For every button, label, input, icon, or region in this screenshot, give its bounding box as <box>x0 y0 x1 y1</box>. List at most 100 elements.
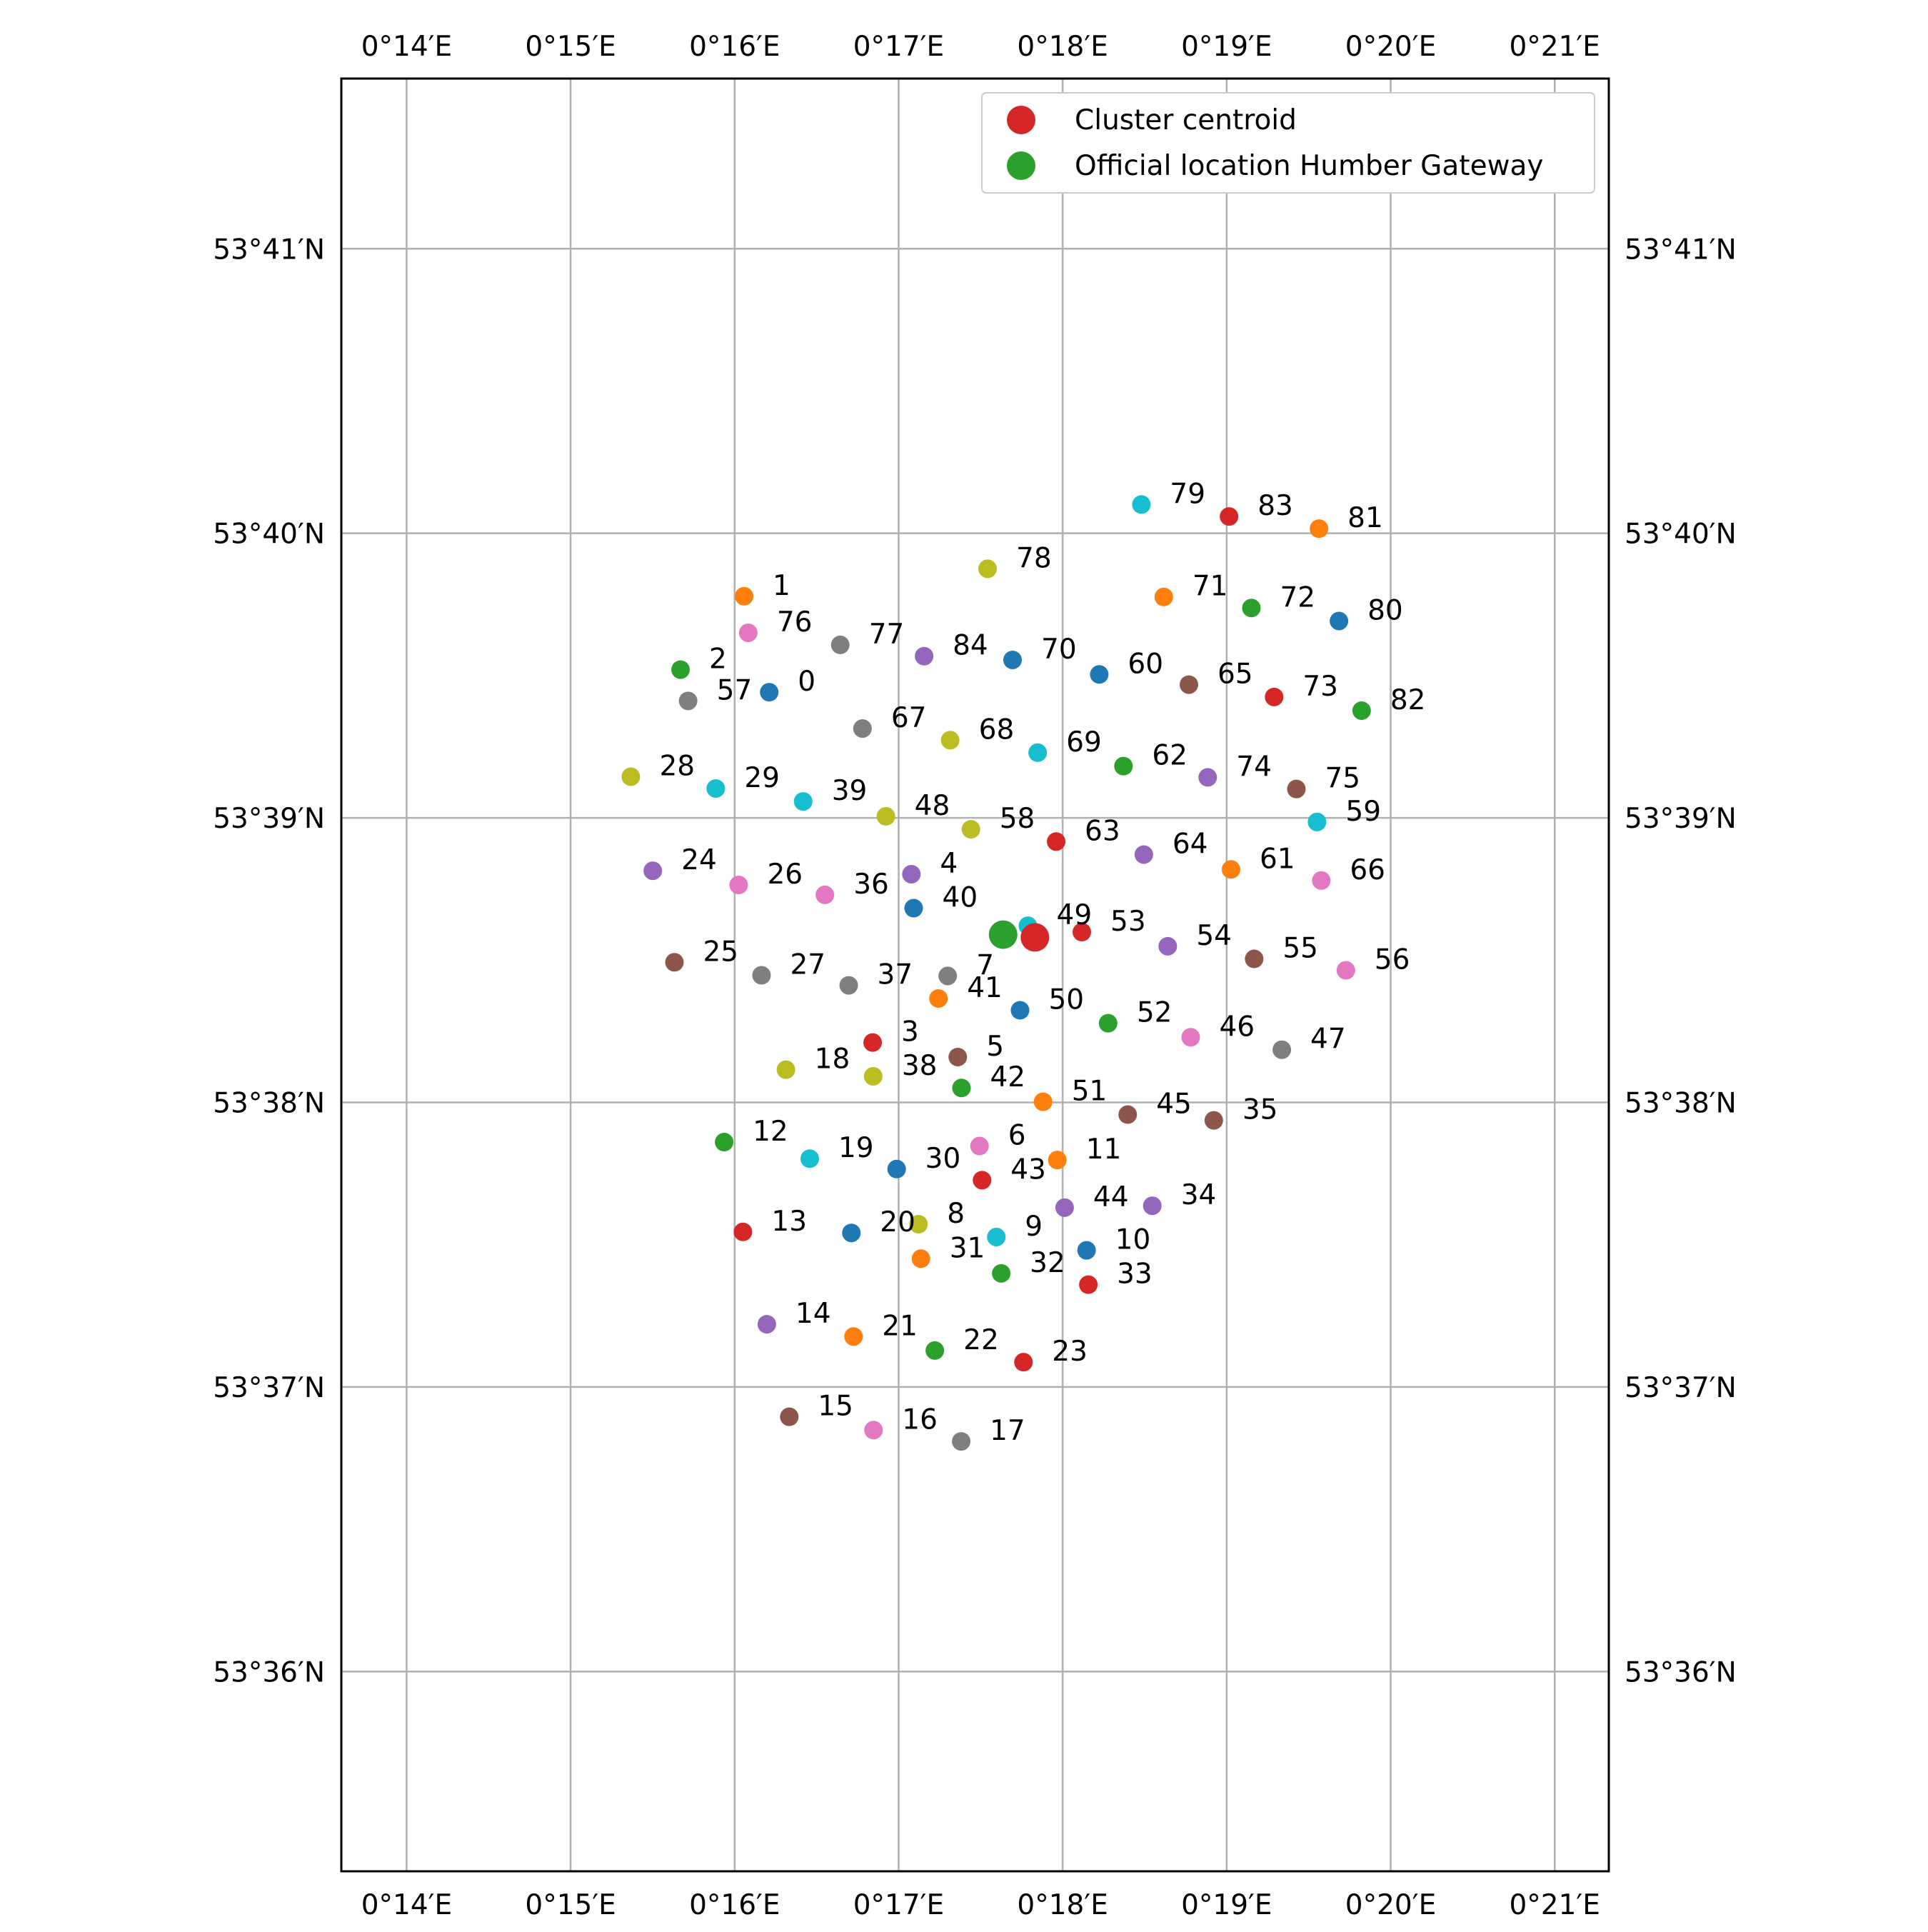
point-label: 7 <box>976 949 994 981</box>
point-label: 48 <box>915 790 950 822</box>
legend-centroid-label: Cluster centroid <box>1075 104 1297 136</box>
data-point <box>678 691 698 711</box>
special-markers <box>988 920 1050 952</box>
data-point <box>1134 845 1153 864</box>
data-point <box>952 1432 971 1451</box>
point-label: 73 <box>1302 671 1338 703</box>
point-label: 81 <box>1347 502 1383 534</box>
data-point <box>1307 812 1327 831</box>
data-point <box>970 1136 989 1156</box>
point-label: 12 <box>753 1116 788 1148</box>
y-tick-label-left: 53°36′N <box>213 1656 325 1688</box>
data-point <box>1330 611 1349 631</box>
data-point <box>1265 687 1284 706</box>
data-point <box>815 885 835 904</box>
data-point <box>1198 768 1217 787</box>
data-point <box>902 864 921 884</box>
point-label: 53 <box>1110 906 1146 938</box>
point-label: 18 <box>815 1043 850 1076</box>
data-point <box>706 779 725 798</box>
data-point <box>643 861 663 881</box>
point-label: 8 <box>947 1198 965 1230</box>
data-point <box>1079 1275 1098 1294</box>
data-point <box>1336 961 1355 980</box>
point-label: 1 <box>773 570 790 602</box>
data-point <box>876 806 895 826</box>
data-point <box>1055 1198 1074 1217</box>
point-label: 22 <box>963 1324 999 1356</box>
data-point <box>621 767 641 786</box>
data-point <box>735 586 754 606</box>
point-label: 16 <box>902 1403 938 1436</box>
point-label: 59 <box>1345 796 1381 828</box>
data-point <box>1181 1028 1200 1047</box>
y-tick-label-right: 53°40′N <box>1625 519 1737 551</box>
data-point <box>1158 936 1178 956</box>
data-point <box>830 635 850 654</box>
point-label: 25 <box>703 936 738 968</box>
point-label: 70 <box>1041 634 1077 666</box>
data-point <box>1073 922 1092 941</box>
point-label: 42 <box>990 1061 1025 1093</box>
point-label: 34 <box>1181 1179 1217 1211</box>
data-point <box>863 1066 883 1086</box>
point-label: 58 <box>1000 803 1035 835</box>
data-point <box>1090 665 1109 684</box>
point-label: 35 <box>1242 1094 1278 1126</box>
data-point <box>948 1047 968 1066</box>
point-label: 13 <box>771 1206 807 1238</box>
point-label: 27 <box>790 949 825 981</box>
data-point <box>844 1327 863 1346</box>
point-label: 17 <box>990 1415 1025 1447</box>
data-point <box>729 876 748 895</box>
point-label: 72 <box>1280 581 1315 614</box>
point-label: 55 <box>1282 933 1318 965</box>
x-tick-label-bottom: 0°17′E <box>853 1889 944 1921</box>
point-label: 61 <box>1260 843 1295 875</box>
data-point <box>1098 1013 1118 1033</box>
point-label: 50 <box>1048 983 1084 1016</box>
data-point <box>1033 1092 1053 1111</box>
point-label: 11 <box>1086 1133 1122 1166</box>
point-label: 15 <box>818 1391 853 1423</box>
data-point <box>665 953 684 972</box>
point-label: 33 <box>1117 1258 1153 1291</box>
x-tick-label-bottom: 0°15′E <box>525 1889 616 1921</box>
data-point <box>1179 675 1198 694</box>
point-label: 14 <box>795 1298 831 1330</box>
data-point <box>1310 519 1329 539</box>
data-point <box>839 976 858 995</box>
point-label: 21 <box>882 1310 918 1342</box>
data-point <box>1047 832 1066 851</box>
point-label: 84 <box>953 630 988 662</box>
point-label: 74 <box>1236 751 1272 783</box>
legend: Cluster centroid Official location Humbe… <box>981 92 1595 194</box>
data-point <box>911 1249 930 1268</box>
point-label: 24 <box>681 844 717 876</box>
point-label: 20 <box>880 1206 915 1238</box>
point-label: 39 <box>832 775 868 807</box>
x-tick-label-top: 0°21′E <box>1509 31 1600 63</box>
data-point <box>842 1223 861 1243</box>
point-label: 56 <box>1375 944 1410 976</box>
point-label: 71 <box>1193 571 1228 603</box>
point-label: 75 <box>1325 763 1360 795</box>
data-point <box>1204 1111 1223 1130</box>
data-point <box>671 660 691 679</box>
data-point <box>733 1222 753 1241</box>
data-point <box>1028 743 1048 762</box>
point-label: 45 <box>1156 1088 1192 1121</box>
point-label: 19 <box>838 1132 874 1164</box>
point-label: 23 <box>1052 1336 1088 1368</box>
y-tick-label-left: 53°37′N <box>213 1372 325 1404</box>
point-label: 5 <box>986 1031 1004 1063</box>
data-point <box>887 1159 906 1178</box>
data-points <box>621 495 1371 1451</box>
point-label: 65 <box>1217 659 1253 691</box>
x-tick-label-bottom: 0°19′E <box>1181 1889 1272 1921</box>
point-label: 60 <box>1128 648 1163 680</box>
x-tick-label-top: 0°14′E <box>361 31 452 63</box>
data-point <box>1132 495 1151 514</box>
